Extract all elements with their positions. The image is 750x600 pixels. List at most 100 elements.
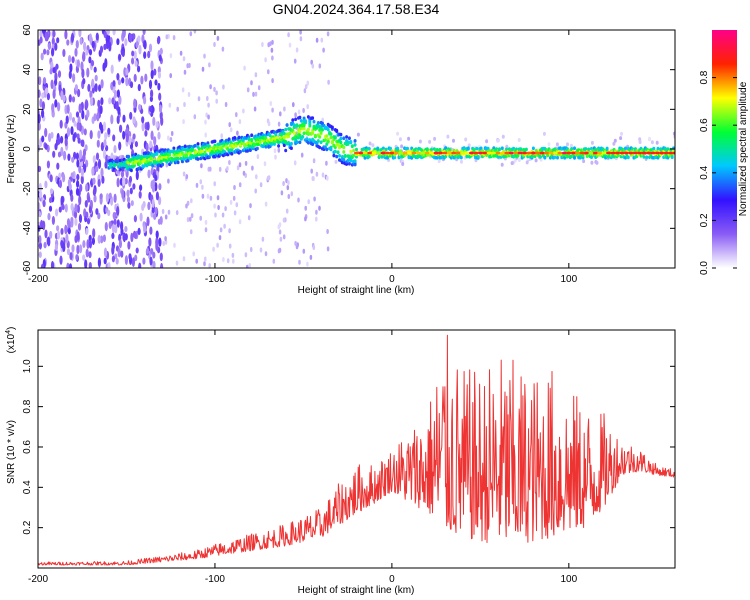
spectrogram-cell bbox=[66, 127, 71, 137]
spectrogram-cell bbox=[318, 135, 322, 139]
spectrogram-cell bbox=[38, 122, 41, 131]
spectrogram-cell bbox=[342, 158, 346, 162]
spectrogram-cell bbox=[67, 178, 71, 187]
spectrogram-cell bbox=[99, 121, 103, 131]
spectrogram-cell bbox=[150, 130, 154, 141]
spectrogram-cell bbox=[41, 92, 45, 99]
spectrogram-cell bbox=[169, 53, 173, 59]
spectrogram-cell bbox=[304, 119, 307, 123]
spectrogram-cell bbox=[226, 258, 230, 264]
spectrogram-cell bbox=[110, 64, 114, 74]
spectrogram-cell bbox=[116, 38, 120, 46]
spectrogram-cell bbox=[188, 63, 191, 68]
spectrogram-cell bbox=[65, 233, 69, 244]
spectrogram-cell bbox=[70, 216, 74, 223]
spectrogram-cell bbox=[88, 234, 92, 242]
spectrogram-cell bbox=[169, 73, 172, 79]
spectrogram-cell bbox=[71, 96, 76, 103]
spectrogram-cell bbox=[508, 151, 514, 155]
spectrogram-cell bbox=[108, 192, 112, 200]
spectrogram-cell bbox=[214, 212, 217, 218]
spectrogram-cell bbox=[619, 151, 625, 155]
spectrogram-cell bbox=[95, 165, 99, 173]
spectrogram-cell bbox=[216, 195, 220, 201]
spectrogram-cell bbox=[121, 50, 125, 58]
spectrogram-cell bbox=[133, 73, 137, 83]
spectrogram-cell bbox=[534, 158, 538, 163]
spectrogram-cell bbox=[614, 151, 621, 155]
spectrogram-cell bbox=[134, 254, 138, 262]
spectrogram-cell bbox=[670, 155, 674, 159]
y-tick-label: -60 bbox=[22, 260, 33, 275]
spectrogram-cell bbox=[381, 146, 385, 151]
spectrogram-cell bbox=[302, 116, 306, 121]
spectrogram-cell bbox=[254, 188, 257, 194]
spectrogram-cell bbox=[66, 218, 71, 227]
spectrogram-cell bbox=[460, 159, 463, 164]
spectrogram-cell bbox=[437, 151, 444, 155]
spectrogram-cell bbox=[152, 260, 156, 268]
spectrogram-cell bbox=[76, 244, 80, 255]
spectrogram-cell bbox=[167, 209, 171, 215]
spectrogram-cell bbox=[149, 156, 153, 161]
spectrogram-cell bbox=[218, 235, 222, 241]
spectrogram-cell bbox=[85, 100, 89, 109]
spectrogram-cell bbox=[141, 116, 145, 124]
spectrogram-cell bbox=[44, 143, 48, 150]
spectrogram-cell bbox=[624, 146, 627, 151]
spectrogram-cell bbox=[267, 42, 271, 48]
spectrogram-cell bbox=[575, 151, 581, 155]
spectrogram-cell bbox=[268, 133, 272, 138]
spectrogram-cell bbox=[477, 151, 483, 155]
spectrogram-cell bbox=[71, 244, 75, 253]
spectrogram-cell bbox=[187, 92, 191, 97]
colorbar-tick-label: 0.2 bbox=[699, 213, 710, 227]
spectrogram-cell bbox=[208, 62, 211, 68]
spectrogram-cell bbox=[99, 45, 104, 54]
spectrogram-cell bbox=[38, 210, 41, 218]
spectrogram-cell bbox=[151, 163, 155, 168]
spectrogram-cell bbox=[203, 142, 207, 146]
spectrogram-cell bbox=[113, 193, 117, 204]
spectrogram-cell bbox=[92, 155, 96, 164]
spectrogram-cell bbox=[93, 66, 97, 73]
spectrogram-cell bbox=[312, 119, 316, 124]
spectrogram-cell bbox=[66, 262, 70, 268]
spectrogram-cell bbox=[316, 121, 320, 125]
spectrogram-cell bbox=[270, 142, 274, 147]
spectrogram-cell bbox=[207, 102, 210, 108]
spectrogram-cell bbox=[170, 131, 174, 136]
spectrogram-cell bbox=[204, 227, 208, 233]
spectrogram-cell bbox=[248, 263, 251, 268]
spectrogram-cell bbox=[58, 179, 63, 189]
spectrogram-cell bbox=[319, 140, 323, 144]
spectrogram-cell bbox=[666, 147, 670, 151]
spectrogram-cell bbox=[105, 192, 109, 203]
spectrogram-cell bbox=[193, 114, 197, 120]
spectrogram-cell bbox=[45, 87, 49, 95]
spectrogram-cell bbox=[95, 152, 100, 161]
spectrogram-cell bbox=[182, 171, 186, 177]
spectrogram-cell bbox=[143, 224, 147, 234]
spectrogram-cell bbox=[189, 216, 192, 222]
spectrogram-cell bbox=[128, 253, 132, 261]
spectrogram-cell bbox=[322, 47, 325, 53]
spectrogram-cell bbox=[115, 257, 119, 265]
spectrogram-cell bbox=[315, 37, 319, 43]
spectrogram-cell bbox=[306, 104, 310, 110]
spectrogram-cell bbox=[57, 70, 62, 78]
spectrogram-y-axis-title: Frequency (Hz) bbox=[6, 115, 17, 184]
spectrogram-cell bbox=[193, 143, 197, 148]
spectrogram-cell bbox=[247, 215, 251, 221]
spectrogram-cell bbox=[238, 162, 242, 168]
spectrogram-cell bbox=[209, 84, 212, 90]
spectrogram-cell bbox=[132, 33, 136, 40]
spectrogram-x-axis-title: Height of straight line (km) bbox=[298, 285, 415, 296]
spectrogram-cell bbox=[472, 148, 476, 152]
spectrogram-cell bbox=[287, 180, 290, 186]
spectrogram-cell bbox=[46, 92, 51, 101]
spectrogram-cell bbox=[295, 124, 299, 128]
spectrogram-cell bbox=[119, 124, 123, 133]
spectrogram-cell bbox=[79, 37, 83, 45]
spectrogram-cell bbox=[183, 102, 186, 107]
